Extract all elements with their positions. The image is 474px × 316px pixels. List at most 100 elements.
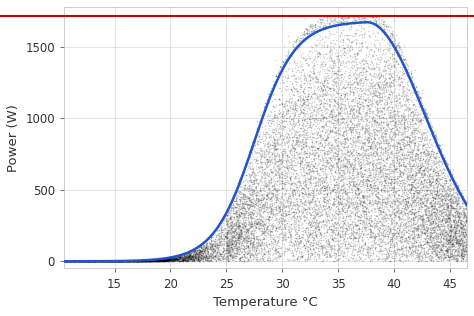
Point [346, 118, 354, 123]
Point [109, 259, 117, 264]
Point [224, 254, 231, 259]
Point [385, 28, 393, 33]
Point [434, 204, 441, 210]
Point [369, 95, 376, 100]
Point [435, 243, 442, 248]
Point [250, 181, 257, 186]
Point [187, 257, 195, 262]
Point [392, 148, 400, 153]
Point [328, 49, 335, 54]
Point [419, 204, 426, 209]
Point [85, 259, 93, 264]
Point [178, 258, 185, 264]
Point [341, 92, 348, 97]
Point [192, 254, 200, 259]
Point [275, 206, 283, 211]
Point [423, 234, 431, 239]
Point [241, 209, 249, 214]
Point [272, 246, 279, 251]
Point [192, 254, 200, 259]
Point [381, 234, 389, 239]
Point [367, 137, 374, 142]
Point [67, 259, 74, 264]
Point [275, 175, 283, 180]
Point [159, 258, 167, 263]
Point [346, 207, 354, 212]
Point [441, 226, 448, 231]
Point [370, 143, 377, 148]
Point [141, 258, 149, 263]
Point [363, 183, 371, 188]
Point [394, 174, 401, 179]
Point [267, 210, 275, 215]
Point [317, 182, 324, 187]
Point [116, 259, 123, 264]
Point [318, 113, 325, 118]
Point [301, 230, 309, 235]
Point [215, 237, 222, 242]
Point [301, 97, 308, 102]
Point [348, 183, 356, 188]
Point [85, 259, 92, 264]
Point [219, 256, 227, 261]
Point [257, 212, 264, 217]
Point [260, 227, 267, 232]
Point [357, 152, 365, 157]
Point [272, 226, 279, 231]
Point [234, 227, 241, 232]
Point [354, 134, 362, 139]
Point [389, 155, 396, 160]
Point [267, 228, 275, 233]
Point [335, 202, 343, 207]
Point [439, 186, 447, 191]
Point [157, 258, 164, 263]
Point [153, 258, 160, 264]
Point [409, 162, 416, 167]
Point [190, 258, 197, 263]
Point [121, 259, 128, 264]
Point [223, 230, 231, 235]
Point [266, 91, 274, 96]
Point [106, 259, 114, 264]
Point [450, 243, 457, 248]
Point [290, 221, 297, 226]
Point [414, 135, 422, 140]
Point [360, 183, 367, 188]
Point [432, 230, 440, 235]
Point [364, 110, 371, 115]
Point [425, 230, 433, 235]
Point [258, 206, 266, 211]
Point [376, 24, 383, 29]
Point [337, 169, 344, 174]
Point [356, 160, 364, 165]
Point [361, 194, 368, 199]
Point [91, 259, 99, 264]
Point [275, 153, 283, 158]
Point [323, 136, 330, 141]
Point [451, 224, 459, 229]
Point [375, 131, 383, 136]
Point [293, 190, 301, 195]
Point [392, 152, 400, 157]
Point [392, 222, 400, 228]
Point [185, 257, 193, 262]
Point [301, 149, 308, 154]
Point [313, 251, 321, 256]
Point [267, 228, 274, 234]
Point [91, 259, 98, 264]
Point [434, 169, 441, 174]
Point [319, 116, 327, 121]
Point [147, 258, 155, 263]
Point [336, 103, 343, 108]
Point [420, 196, 428, 201]
Point [432, 178, 440, 183]
Point [335, 246, 343, 251]
Point [172, 256, 180, 261]
Point [423, 191, 430, 196]
Point [292, 103, 299, 108]
Point [338, 232, 346, 237]
Point [357, 214, 365, 219]
Point [376, 115, 384, 120]
Point [386, 112, 394, 118]
Point [344, 47, 351, 52]
